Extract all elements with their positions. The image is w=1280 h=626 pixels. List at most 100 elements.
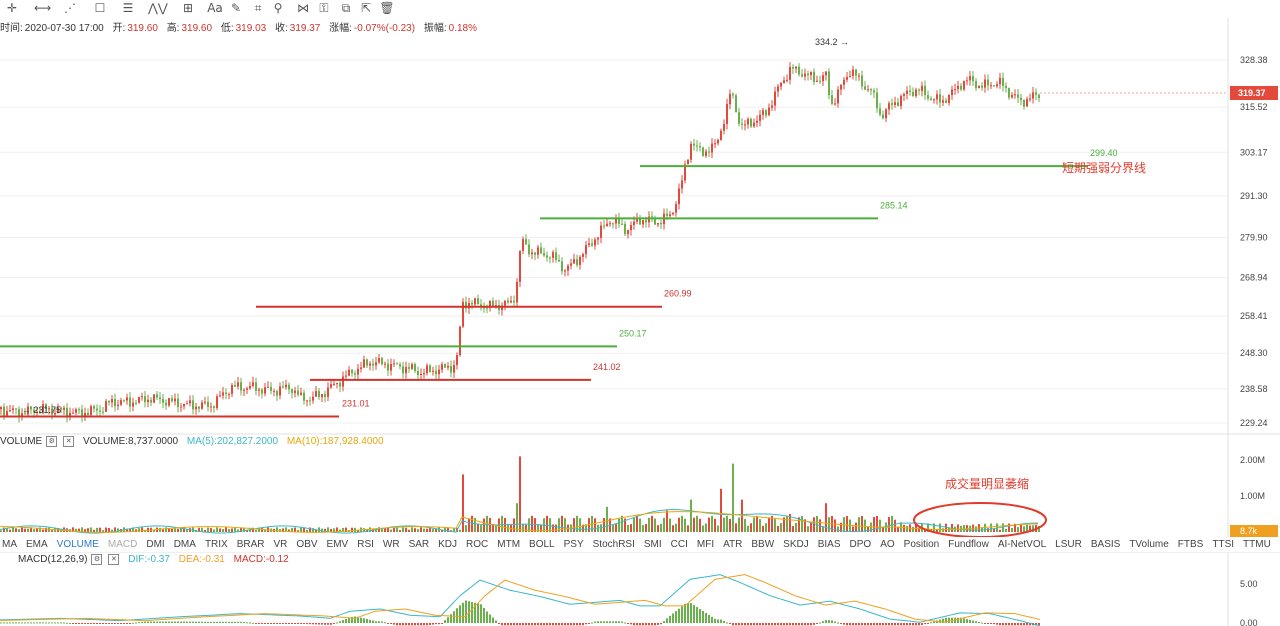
candle-body (432, 370, 434, 372)
close-icon[interactable]: ✕ (63, 435, 75, 447)
indicator-tab-position[interactable]: Position (903, 539, 940, 550)
candle-body (603, 225, 605, 227)
volume-bar (684, 518, 686, 532)
horizontal-line-icon[interactable]: ⟷ (34, 1, 52, 15)
candle-body (303, 392, 305, 401)
indicator-tab-mfi[interactable]: MFI (696, 539, 715, 550)
settings-icon[interactable]: ⚙ (46, 435, 58, 447)
candle-body (984, 79, 986, 88)
magnet-icon[interactable]: ⚲ (273, 1, 283, 15)
macd-bar (261, 623, 263, 624)
indicator-tab-roc[interactable]: ROC (466, 539, 489, 550)
indicator-tab-volume[interactable]: VOLUME (56, 539, 99, 550)
candle-body (150, 399, 152, 403)
indicator-tab-tvolume[interactable]: TVolume (1129, 539, 1169, 550)
indicator-tab-basis[interactable]: BASIS (1090, 539, 1121, 550)
indicator-tab-stochrsi[interactable]: StochRSI (592, 539, 635, 550)
indicator-tab-bias[interactable]: BIAS (817, 539, 841, 550)
crosshair-icon[interactable]: ✛ (6, 1, 18, 15)
candle-body (210, 406, 212, 408)
indicator-tab-skdj[interactable]: SKDJ (783, 539, 809, 550)
indicator-tab-vr[interactable]: VR (273, 539, 288, 550)
level-label: 285.14 (880, 200, 908, 210)
lock-icon[interactable]: ⚿ (319, 1, 329, 15)
candle-body (36, 412, 38, 414)
indicator-tab-fundflow[interactable]: Fundflow (948, 539, 989, 550)
brush-icon[interactable]: ✎ (230, 1, 242, 15)
candle-body (882, 114, 884, 119)
volume-bar (234, 527, 236, 532)
indicator-tab-smi[interactable]: SMI (643, 539, 662, 550)
volume-bar (903, 524, 905, 532)
indicator-tab-ema[interactable]: EMA (26, 539, 48, 550)
delete-icon[interactable]: 🗑 (379, 1, 395, 15)
candle-body (654, 218, 656, 225)
macd-bar (804, 623, 806, 626)
indicator-tab-boll[interactable]: BOLL (529, 539, 555, 550)
macd-bar (321, 623, 323, 625)
fib-icon[interactable]: ☰ (122, 1, 134, 15)
indicator-tab-bbw[interactable]: BBW (751, 539, 775, 550)
ruler-icon[interactable]: ⌗ (254, 1, 262, 15)
indicator-tab-emv[interactable]: EMV (326, 539, 349, 550)
candle-body (639, 217, 641, 225)
close-icon[interactable]: ✕ (108, 553, 120, 565)
candle-body (240, 382, 242, 391)
indicator-tab-cci[interactable]: CCI (670, 539, 688, 550)
volume-bar (540, 524, 542, 532)
indicator-tab-ttmu[interactable]: TTMU (1243, 539, 1271, 550)
candle-body (1014, 94, 1016, 96)
indicator-tab-dpo[interactable]: DPO (849, 539, 872, 550)
macd-bar (348, 617, 350, 623)
macd-bar (978, 621, 980, 623)
indicator-tab-dmi[interactable]: DMI (146, 539, 165, 550)
indicator-tab-atr[interactable]: ATR (723, 539, 743, 550)
indicator-tab-sar[interactable]: SAR (408, 539, 430, 550)
indicator-tab-rsi[interactable]: RSI (357, 539, 374, 550)
grid-icon[interactable]: ⊞ (182, 1, 194, 15)
volume-bar (975, 526, 977, 532)
volume-bar (675, 523, 677, 532)
drawing-toolbar: ✛ ⟷ ⋰ ☐ ☰ ⋀⋁ ⊞ Aa ✎ ⌗ ⚲ ⋈ ⚿ ⧉ ⇱ 🗑 (0, 0, 1280, 18)
indicator-tab-psy[interactable]: PSY (563, 539, 584, 550)
candle-body (906, 90, 908, 95)
macd-bar (438, 623, 440, 625)
export-icon[interactable]: ⇱ (360, 1, 372, 15)
macd-bar (18, 622, 20, 624)
rectangle-icon[interactable]: ☐ (94, 1, 106, 15)
indicator-tab-mtm[interactable]: MTM (497, 539, 521, 550)
indicator-tab-brar[interactable]: BRAR (236, 539, 265, 550)
candle-body (783, 80, 785, 83)
indicator-tab-macd[interactable]: MACD (107, 539, 138, 550)
candle-body (300, 392, 302, 395)
candle-body (519, 250, 521, 282)
candle-body (468, 302, 470, 309)
macd-bar (384, 622, 386, 624)
indicator-tab-ai-netvol[interactable]: AI-NetVOL (997, 539, 1047, 550)
indicator-tab-trix[interactable]: TRIX (204, 539, 228, 550)
trend-line-icon[interactable]: ⋰ (64, 1, 76, 15)
volume-title: VOLUME (0, 436, 43, 447)
price-tick-label: 229.24 (1240, 418, 1268, 428)
layers-icon[interactable]: ⧉ (341, 1, 351, 15)
indicator-tab-dma[interactable]: DMA (173, 539, 196, 550)
settings-icon[interactable]: ⚙ (91, 553, 103, 565)
indicator-tab-ma[interactable]: MA (2, 539, 17, 550)
indicator-tab-wr[interactable]: WR (382, 539, 400, 550)
indicator-tab-ftbs[interactable]: FTBS (1177, 539, 1204, 550)
candle-body (642, 220, 644, 225)
indicator-tab-ao[interactable]: AO (880, 539, 895, 550)
indicator-tab-obv[interactable]: OBV (296, 539, 318, 550)
macd-bar (150, 621, 152, 623)
candle-body (741, 123, 743, 125)
indicator-tab-lsur[interactable]: LSUR (1055, 539, 1082, 550)
indicator-tab-kdj[interactable]: KDJ (438, 539, 458, 550)
text-icon[interactable]: Aa (207, 1, 223, 15)
volume-bar (867, 526, 869, 532)
pattern-icon[interactable]: ⋈ (297, 1, 309, 15)
indicator-tab-ttsi[interactable]: TTSI (1212, 539, 1235, 550)
macd-bar (144, 621, 146, 623)
wave-icon[interactable]: ⋀⋁ (148, 1, 168, 15)
macd-bar (696, 607, 698, 623)
